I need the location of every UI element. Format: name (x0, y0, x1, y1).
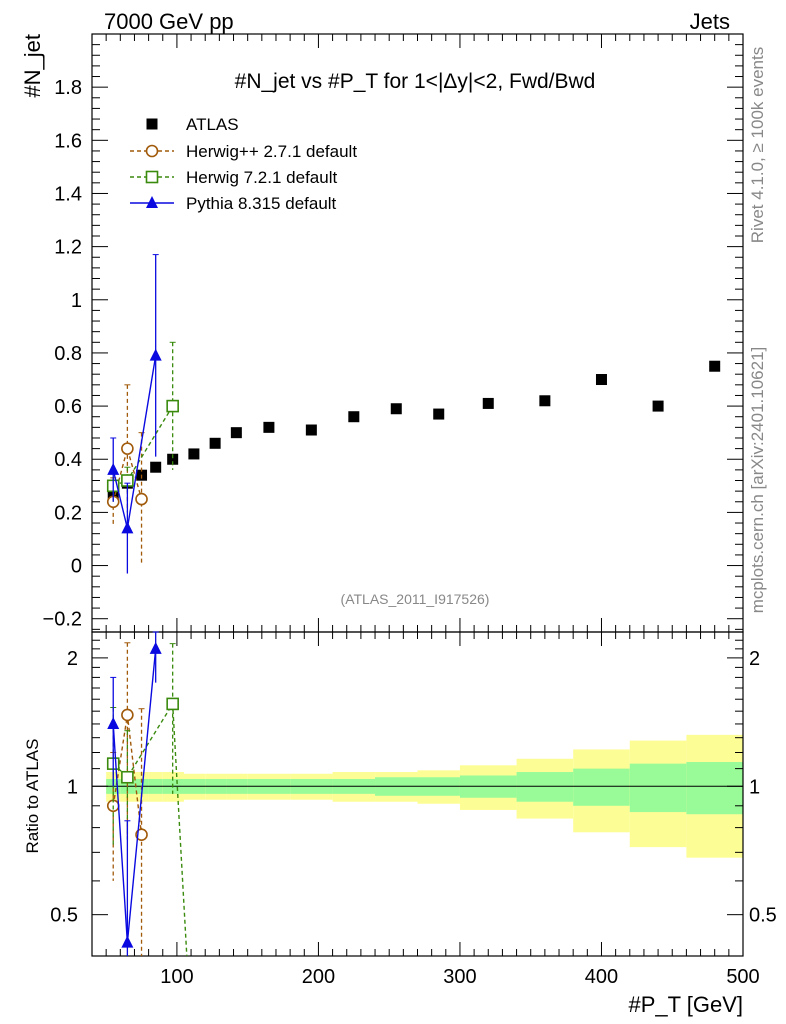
ratio-plot-series (106, 631, 188, 957)
legend: ATLAS Herwig++ 2.7.1 default Herwig 7.2.… (130, 115, 357, 213)
atlas-data-point (709, 360, 721, 372)
atlas-data-point (263, 421, 275, 433)
header-energy-label: 7000 GeV pp (104, 9, 234, 34)
y-tick-label: 1.2 (54, 237, 82, 259)
band-inner-bin (686, 762, 743, 815)
atlas-data-point (188, 448, 200, 460)
ratio-tick-label-right: 0.5 (749, 905, 777, 927)
legend-label-herwig7: Herwig 7.2.1 default (186, 168, 337, 187)
x-tick-label: 500 (726, 966, 759, 988)
x-tick-label: 300 (443, 966, 476, 988)
atlas-data-point (433, 408, 445, 420)
y-tick-label: 1.6 (54, 130, 82, 152)
mc-data-point (135, 492, 148, 506)
ratio-data-point (107, 716, 120, 729)
atlas-data-point (167, 453, 179, 465)
legend-label-herwigpp: Herwig++ 2.7.1 default (186, 142, 357, 161)
atlas-data-point (348, 411, 360, 423)
atlas-data-point (595, 374, 607, 386)
ratio-data-point (121, 770, 134, 784)
series-line (112, 355, 157, 529)
y-tick-label: 1 (71, 290, 82, 312)
atlas-data-point (150, 461, 162, 473)
mcplots-credit-label: mcplots.cern.ch [arXiv:2401.10621] (748, 347, 767, 613)
ratio-series-line (112, 701, 188, 957)
atlas-data-point (652, 400, 664, 412)
legend-label-pythia: Pythia 8.315 default (186, 194, 337, 213)
legend-label-atlas: ATLAS (186, 115, 239, 134)
ratio-data-point (121, 935, 134, 948)
rivet-version-label: Rivet 4.1.0, ≥ 100k events (748, 47, 767, 243)
y-tick-label: −0.2 (43, 609, 82, 631)
ratio-tick-label: 0.5 (50, 905, 78, 927)
y-tick-label: 0.6 (54, 396, 82, 418)
analysis-id-label: (ATLAS_2011_I917526) (341, 591, 490, 607)
ratio-data-point (135, 828, 148, 841)
legend-marker (146, 196, 158, 208)
atlas-data-point (539, 395, 551, 407)
mc-data-point (121, 442, 134, 455)
plot-title: #N_jet vs #P_T for 1<|Δy|<2, Fwd/Bwd (235, 70, 596, 93)
mc-data-point (121, 521, 134, 534)
atlas-data-point (230, 427, 242, 439)
x-axis-label: #P_T [GeV] (628, 992, 743, 1017)
ratio-axis-label: Ratio to ATLAS (23, 739, 42, 854)
y-tick-label: 0.2 (54, 502, 82, 524)
legend-marker (146, 118, 158, 130)
y-tick-label: 1.4 (54, 183, 82, 205)
ratio-data-point (121, 708, 134, 722)
header-process-label: Jets (690, 9, 730, 34)
mc-data-point (107, 462, 120, 475)
mc-data-point (166, 399, 179, 413)
legend-marker (145, 144, 159, 158)
axes-ticks: 100 200 300 400 500 −0.2 0 0.2 0.4 0.6 0.8 1 1.2 1.4 1… (43, 34, 777, 988)
band-inner-bin (573, 768, 630, 806)
y-tick-label: 0 (71, 556, 82, 578)
ratio-tick-label-right: 1 (749, 776, 760, 798)
mc-data-point (149, 348, 162, 361)
ratio-tick-label-right: 2 (749, 648, 760, 670)
x-tick-label: 400 (585, 966, 618, 988)
main-plot-series (106, 254, 721, 574)
legend-marker (145, 170, 159, 184)
ratio-data-point (166, 697, 179, 711)
ratio-tick-label: 1 (67, 776, 78, 798)
x-tick-label: 100 (160, 966, 193, 988)
band-inner-bin (516, 772, 574, 802)
ratio-tick-label: 2 (67, 648, 78, 670)
ratio-uncertainty-bands (106, 734, 743, 858)
y-tick-label: 0.8 (54, 343, 82, 365)
atlas-data-point (482, 397, 494, 409)
y-axis-label: #N_jet (20, 34, 45, 98)
atlas-data-point (390, 403, 402, 415)
x-tick-label: 200 (302, 966, 335, 988)
ratio-data-point (149, 641, 162, 654)
atlas-data-point (305, 424, 317, 436)
y-tick-label: 0.4 (54, 449, 82, 471)
band-inner-bin (629, 763, 687, 813)
atlas-data-point (209, 437, 221, 449)
y-tick-label: 1.8 (54, 77, 82, 99)
